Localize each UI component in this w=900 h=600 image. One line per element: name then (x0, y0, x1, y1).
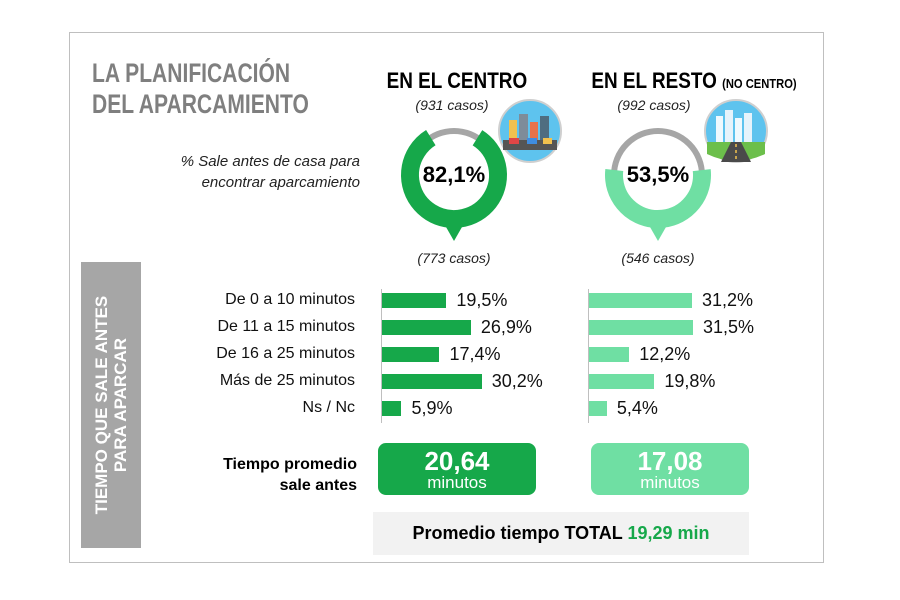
ring-chart-centro (401, 122, 507, 241)
category-label: De 16 a 25 minutos (216, 345, 355, 362)
average-label-line2: sale antes (279, 477, 357, 494)
cases-centro-yes: (773 casos) (417, 250, 491, 266)
bar-value-label: 5,9% (411, 398, 453, 418)
header-resto-suffix: (NO CENTRO) (722, 76, 797, 91)
city-road-icon (704, 99, 768, 163)
header-centro-label: EN EL CENTRO (386, 68, 528, 93)
vertical-side-panel: TIEMPO QUE SALE ANTES PARA APARCAR (81, 262, 141, 548)
question-line2: encontrar aparcamiento (201, 174, 360, 191)
bar-value-label: 12,2% (639, 344, 691, 364)
average-label-line1: Tiempo promedio (223, 456, 357, 473)
bar-centro (382, 401, 402, 416)
bar-value-label: 5,4% (616, 398, 658, 418)
bar-value-label: 19,8% (664, 371, 716, 391)
ring-centro-slice (401, 122, 507, 228)
total-average-bar: Promedio tiempo TOTAL 19,29 min (373, 512, 749, 555)
bar-centro (382, 320, 471, 335)
axis-line-centro (381, 289, 382, 423)
ring-chart-resto (605, 122, 711, 241)
question-line1: % Sale antes de casa para (180, 153, 360, 170)
axis-line-resto (588, 289, 589, 423)
bar-resto (589, 293, 692, 308)
cases-centro-total: (931 casos) (415, 97, 489, 113)
category-label: De 0 a 10 minutos (225, 291, 355, 308)
ring-resto-pointer (650, 227, 666, 241)
ring-resto-value: 53,5% (626, 162, 690, 187)
bar-value-label: 31,5% (703, 317, 755, 337)
bar-value-label: 26,9% (480, 317, 532, 337)
bar-centro (382, 293, 447, 308)
bar-value-label: 19,5% (456, 290, 508, 310)
average-box-centro: 20,64 minutos (378, 443, 536, 495)
category-label: Ns / Nc (302, 399, 355, 416)
bar-centro (382, 374, 482, 389)
header-resto: EN EL RESTO (NO CENTRO) (589, 68, 799, 94)
total-average-value: 19,29 min (627, 523, 710, 543)
bar-centro (382, 347, 440, 362)
ring-centro-pointer (446, 227, 462, 241)
cases-resto-yes: (546 casos) (621, 250, 695, 266)
vertical-label: TIEMPO QUE SALE ANTES PARA APARCAR (92, 265, 130, 545)
bar-resto (589, 320, 693, 335)
category-label: De 11 a 15 minutos (217, 318, 355, 335)
header-resto-label: EN EL RESTO (591, 68, 717, 93)
ring-centro-value: 82,1% (422, 162, 486, 187)
category-label: Más de 25 minutos (219, 372, 355, 389)
average-centro-value: 20,64 (424, 446, 490, 476)
average-resto-unit: minutos (640, 473, 700, 492)
page-title-line1: LA PLANIFICACIÓN (92, 58, 291, 88)
vertical-label-line1: TIEMPO QUE SALE ANTES (92, 295, 111, 515)
vertical-label-line2: PARA APARCAR (111, 337, 130, 473)
ring-resto-slice (605, 122, 711, 228)
city-traffic-icon (498, 99, 562, 163)
average-box-resto: 17,08 minutos (591, 443, 749, 495)
average-centro-unit: minutos (427, 473, 487, 492)
page-title-line2: DEL APARCAMIENTO (92, 89, 309, 119)
bar-resto (589, 401, 607, 416)
bar-resto (589, 347, 630, 362)
total-average-label: Promedio tiempo TOTAL (412, 523, 623, 543)
cases-resto-total: (992 casos) (617, 97, 691, 113)
average-label: Tiempo promedio sale antes (150, 454, 357, 496)
page-title: LA PLANIFICACIÓN DEL APARCAMIENTO (92, 58, 309, 120)
header-centro: EN EL CENTRO (387, 68, 528, 94)
average-resto-value: 17,08 (637, 446, 703, 476)
bar-resto (589, 374, 655, 389)
bar-value-label: 31,2% (702, 290, 754, 310)
bar-value-label: 17,4% (449, 344, 501, 364)
question-label: % Sale antes de casa para encontrar apar… (130, 151, 360, 193)
bar-value-label: 30,2% (491, 371, 543, 391)
